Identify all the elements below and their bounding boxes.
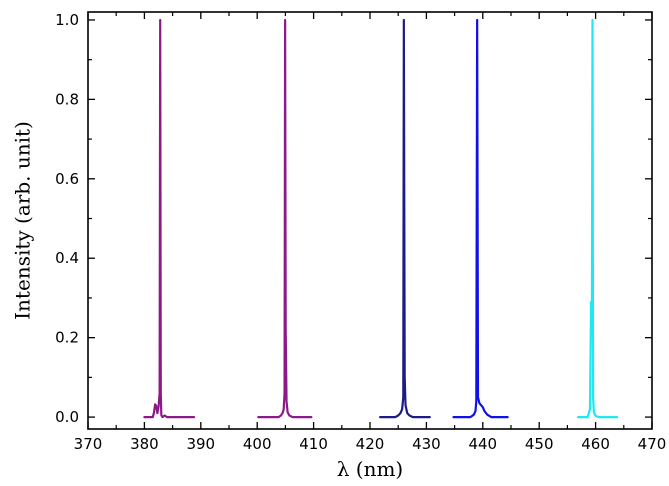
plot-frame	[87, 11, 653, 430]
y-tick-label: 0.8	[55, 90, 79, 108]
x-tick-label: 420	[356, 435, 385, 453]
x-tick-label: 410	[299, 435, 328, 453]
series-layer	[143, 18, 619, 419]
series-line-2	[257, 18, 313, 419]
x-tick-label: 380	[130, 435, 159, 453]
x-tick-label: 440	[468, 435, 497, 453]
x-tick-label: 390	[186, 435, 215, 453]
y-tick-label: 1.0	[55, 11, 79, 29]
x-tick-label: 450	[525, 435, 554, 453]
series-line-5	[577, 18, 619, 419]
x-tick-label: 460	[581, 435, 610, 453]
x-tick-label: 470	[638, 435, 667, 453]
y-tick-label: 0.6	[55, 170, 79, 188]
series-line-3	[379, 18, 431, 419]
x-tick-label: 370	[74, 435, 103, 453]
y-axis-title: Intensity (arb. unit)	[11, 121, 35, 320]
ticks-layer: 370 380 390 400 410 420 430 440 450 460 470 0.0 0.2 0…	[55, 11, 666, 453]
x-tick-label: 430	[412, 435, 441, 453]
y-tick-label: 0.0	[55, 408, 79, 426]
y-tick-label: 0.4	[55, 249, 79, 267]
series-line-1	[143, 18, 196, 419]
x-axis-title: λ (nm)	[337, 457, 403, 481]
y-tick-label: 0.2	[55, 329, 79, 347]
series-line-4	[452, 18, 509, 419]
x-tick-label: 400	[243, 435, 272, 453]
